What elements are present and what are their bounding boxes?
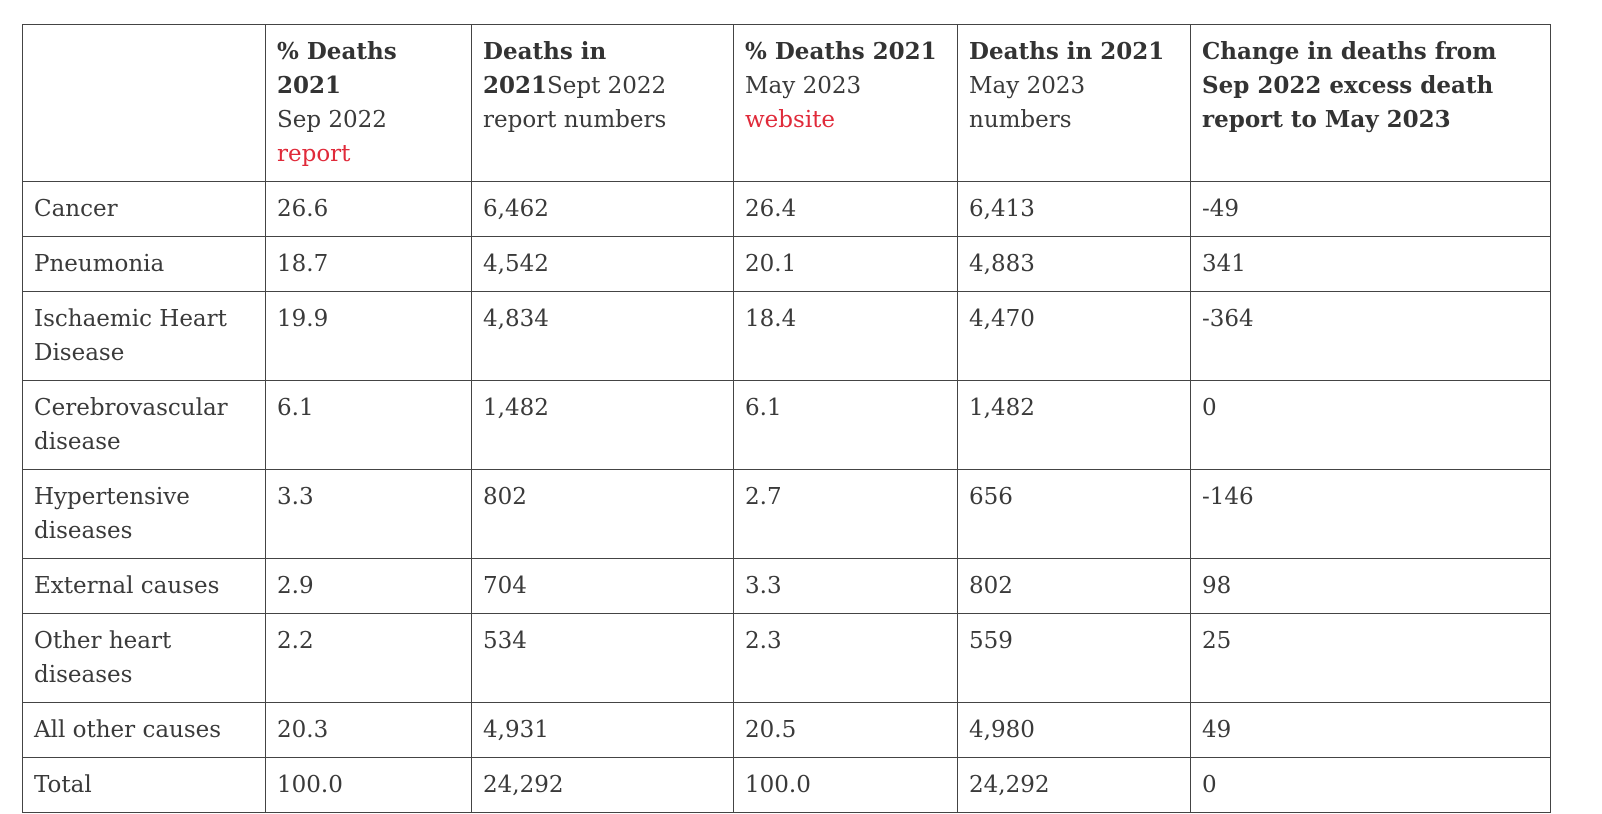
table-cell: 2.2 xyxy=(265,613,472,703)
table-row: Hypertensive diseases 3.3 802 2.7 656 -1… xyxy=(22,469,1551,559)
table-cell: 25 xyxy=(1190,613,1551,703)
header-bold-text: Change in deaths from Sep 2022 excess de… xyxy=(1202,38,1497,133)
table-cell: 6,413 xyxy=(957,181,1191,237)
table-row: Pneumonia 18.7 4,542 20.1 4,883 341 xyxy=(22,236,1551,292)
table-body: Cancer 26.6 6,462 26.4 6,413 -49 Pneumon… xyxy=(22,181,1551,813)
cause-cell: Other heart diseases xyxy=(22,613,266,703)
table-cell: 98 xyxy=(1190,558,1551,614)
cause-cell: All other causes xyxy=(22,702,266,758)
table-cell: 26.6 xyxy=(265,181,472,237)
table-row: All other causes 20.3 4,931 20.5 4,980 4… xyxy=(22,702,1551,758)
cause-cell: Pneumonia xyxy=(22,236,266,292)
header-cell-cause xyxy=(22,24,266,182)
table-cell: 20.5 xyxy=(733,702,958,758)
deaths-comparison-table: % Deaths 2021 Sep 2022 report Deaths in 2… xyxy=(22,24,1551,813)
table-row-total: Total 100.0 24,292 100.0 24,292 0 xyxy=(22,757,1551,813)
cause-cell: Cerebrovascular disease xyxy=(22,380,266,470)
table-cell: 4,542 xyxy=(471,236,734,292)
table-cell: 4,980 xyxy=(957,702,1191,758)
table-cell: 6.1 xyxy=(733,380,958,470)
table-cell: 802 xyxy=(957,558,1191,614)
table-cell: 20.1 xyxy=(733,236,958,292)
table-cell: 20.3 xyxy=(265,702,472,758)
table-cell: 3.3 xyxy=(733,558,958,614)
table-cell: -49 xyxy=(1190,181,1551,237)
header-sub-text: May 2023 xyxy=(745,73,862,99)
table-cell: 24,292 xyxy=(471,757,734,813)
table-cell: 802 xyxy=(471,469,734,559)
table-cell: 1,482 xyxy=(471,380,734,470)
cause-cell: Cancer xyxy=(22,181,266,237)
table-cell: -146 xyxy=(1190,469,1551,559)
report-link[interactable]: report xyxy=(277,141,351,167)
table-cell: 559 xyxy=(957,613,1191,703)
table-cell: 4,931 xyxy=(471,702,734,758)
table-cell: 6.1 xyxy=(265,380,472,470)
header-cell-deaths-sep-2022: Deaths in 2021Sept 2022 report numbers xyxy=(471,24,734,182)
header-sub-text: May 2023 numbers xyxy=(969,73,1086,133)
table-cell: 26.4 xyxy=(733,181,958,237)
table-cell: 19.9 xyxy=(265,291,472,381)
table-cell: 6,462 xyxy=(471,181,734,237)
table-cell: 1,482 xyxy=(957,380,1191,470)
table-row: Cancer 26.6 6,462 26.4 6,413 -49 xyxy=(22,181,1551,237)
deaths-comparison-table-container: % Deaths 2021 Sep 2022 report Deaths in 2… xyxy=(22,24,1551,813)
header-cell-deaths-may-2023: Deaths in 2021 May 2023 numbers xyxy=(957,24,1191,182)
table-cell: 3.3 xyxy=(265,469,472,559)
table-cell: 49 xyxy=(1190,702,1551,758)
table-header: % Deaths 2021 Sep 2022 report Deaths in 2… xyxy=(22,24,1551,182)
header-sub-text: Sept 2022 report numbers xyxy=(483,73,667,133)
header-cell-pct-sep-2022: % Deaths 2021 Sep 2022 report xyxy=(265,24,472,182)
cause-cell: External causes xyxy=(22,558,266,614)
table-cell: 4,470 xyxy=(957,291,1191,381)
header-bold-text: Deaths in 2021 xyxy=(969,38,1165,65)
table-cell: 4,834 xyxy=(471,291,734,381)
header-cell-change: Change in deaths from Sep 2022 excess de… xyxy=(1190,24,1551,182)
table-row: Cerebrovascular disease 6.1 1,482 6.1 1,… xyxy=(22,380,1551,470)
table-cell: -364 xyxy=(1190,291,1551,381)
table-cell: 2.3 xyxy=(733,613,958,703)
cause-cell: Ischaemic Heart Disease xyxy=(22,291,266,381)
header-row: % Deaths 2021 Sep 2022 report Deaths in 2… xyxy=(22,24,1551,182)
table-cell: 2.9 xyxy=(265,558,472,614)
table-cell: 534 xyxy=(471,613,734,703)
header-bold-text: % Deaths 2021 xyxy=(745,38,937,65)
table-cell: 0 xyxy=(1190,380,1551,470)
header-bold-text: % Deaths 2021 xyxy=(277,38,397,99)
table-cell: 656 xyxy=(957,469,1191,559)
table-cell: 0 xyxy=(1190,757,1551,813)
table-cell: 24,292 xyxy=(957,757,1191,813)
table-cell: 4,883 xyxy=(957,236,1191,292)
website-link[interactable]: website xyxy=(745,107,836,133)
table-cell: 100.0 xyxy=(265,757,472,813)
table-row: External causes 2.9 704 3.3 802 98 xyxy=(22,558,1551,614)
header-sub-text: Sep 2022 xyxy=(277,107,387,133)
table-cell: 18.7 xyxy=(265,236,472,292)
table-cell: 704 xyxy=(471,558,734,614)
header-bold-text: Deaths in 2021 xyxy=(483,38,607,99)
cause-cell: Total xyxy=(22,757,266,813)
table-cell: 100.0 xyxy=(733,757,958,813)
table-cell: 2.7 xyxy=(733,469,958,559)
header-cell-pct-may-2023: % Deaths 2021 May 2023 website xyxy=(733,24,958,182)
table-cell: 18.4 xyxy=(733,291,958,381)
table-cell: 341 xyxy=(1190,236,1551,292)
cause-cell: Hypertensive diseases xyxy=(22,469,266,559)
table-row: Ischaemic Heart Disease 19.9 4,834 18.4 … xyxy=(22,291,1551,381)
table-row: Other heart diseases 2.2 534 2.3 559 25 xyxy=(22,613,1551,703)
